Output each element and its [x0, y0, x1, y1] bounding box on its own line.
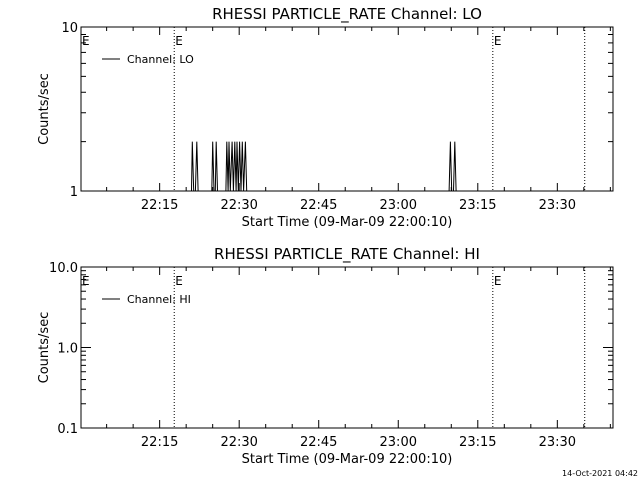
y-tick-label: 10 [61, 21, 78, 36]
y-tick-label: 10.0 [49, 261, 78, 276]
chart-title: RHESSI PARTICLE_RATE Channel: LO [212, 5, 482, 24]
y-tick-label: 1 [70, 185, 78, 200]
marker-label: E [175, 34, 183, 48]
legend-label: Channel: HI [127, 293, 191, 306]
x-tick-label: 23:00 [380, 435, 417, 450]
x-tick-label: 23:30 [539, 435, 576, 450]
plot-frame [80, 266, 614, 429]
marker-label: E [494, 34, 502, 48]
x-tick-label: 22:45 [300, 198, 337, 213]
series-line [81, 141, 613, 192]
x-tick-label: 22:15 [141, 435, 178, 450]
edge-label: E [82, 274, 90, 288]
edge-label: E [82, 34, 90, 48]
x-tick-label: 22:45 [300, 435, 337, 450]
chart-panel-hi: RHESSI PARTICLE_RATE Channel: HI Start Ti… [37, 245, 614, 467]
plot-frame [80, 26, 614, 192]
x-axis-label: Start Time (09-Mar-09 22:00:10) [242, 215, 453, 230]
chart-panel-lo: RHESSI PARTICLE_RATE Channel: LO Start Ti… [37, 5, 614, 230]
x-tick-label: 22:15 [141, 198, 178, 213]
x-tick-label: 23:00 [380, 198, 417, 213]
marker-label: E [175, 274, 183, 288]
legend-label: Channel: LO [127, 53, 194, 66]
x-axis-label: Start Time (09-Mar-09 22:00:10) [242, 452, 453, 467]
chart-title: RHESSI PARTICLE_RATE Channel: HI [214, 245, 480, 264]
y-tick-label: 0.1 [57, 422, 78, 437]
x-tick-label: 22:30 [220, 198, 257, 213]
x-tick-label: 23:15 [459, 435, 496, 450]
y-tick-label: 1.0 [57, 342, 78, 357]
y-axis-label: Counts/sec [37, 73, 52, 145]
marker-label: E [494, 274, 502, 288]
footer-timestamp: 14-Oct-2021 04:42 [562, 469, 638, 478]
x-tick-label: 23:15 [459, 198, 496, 213]
x-tick-label: 23:30 [539, 198, 576, 213]
y-axis-label: Counts/sec [37, 312, 52, 384]
x-tick-label: 22:30 [220, 435, 257, 450]
